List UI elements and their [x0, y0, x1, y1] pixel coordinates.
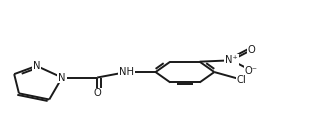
Text: Cl: Cl — [237, 75, 246, 85]
Text: N: N — [58, 73, 66, 83]
Text: N⁺: N⁺ — [225, 55, 238, 65]
Text: O: O — [93, 88, 101, 98]
Text: N: N — [33, 61, 40, 71]
Text: O: O — [248, 45, 255, 55]
Text: NH: NH — [119, 67, 134, 77]
Text: O⁻: O⁻ — [245, 66, 258, 76]
